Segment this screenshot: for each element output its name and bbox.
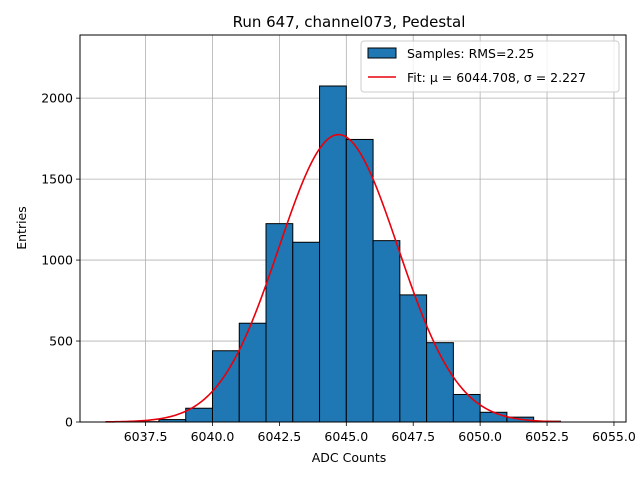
x-tick-label: 6055.0 bbox=[592, 429, 636, 444]
x-tick-label: 6037.5 bbox=[124, 429, 168, 444]
x-tick-label: 6047.5 bbox=[391, 429, 435, 444]
y-tick-label: 1000 bbox=[41, 253, 73, 268]
y-axis-title: Entries bbox=[14, 206, 29, 250]
histogram-bar bbox=[238, 322, 267, 423]
y-tick-label: 1500 bbox=[41, 172, 73, 187]
plot-frame bbox=[79, 34, 627, 423]
histogram-bar bbox=[452, 393, 481, 423]
x-tick-label: 6052.5 bbox=[525, 429, 569, 444]
legend-box bbox=[360, 40, 620, 93]
legend-samples-label: Samples: RMS=2.25 bbox=[407, 46, 534, 61]
x-tick-label: 6042.5 bbox=[258, 429, 302, 444]
histogram-bars bbox=[131, 85, 561, 423]
histogram-bar bbox=[265, 223, 294, 423]
x-tick-label: 6050.0 bbox=[458, 429, 502, 444]
fit-curve bbox=[105, 133, 561, 423]
y-tick-label: 2000 bbox=[41, 91, 73, 106]
y-tick-label: 500 bbox=[49, 334, 73, 349]
chart-title: Run 647, channel073, Pedestal bbox=[233, 13, 466, 31]
x-tick-label: 6045.0 bbox=[324, 429, 368, 444]
x-tick-label: 6040.0 bbox=[191, 429, 235, 444]
y-axis-ticks: 0 500 1000 1500 2000 bbox=[41, 91, 80, 430]
legend-fit-label: Fit: μ = 6044.708, σ = 2.227 bbox=[407, 70, 586, 85]
histogram-bar bbox=[479, 411, 508, 423]
histogram-bar bbox=[345, 138, 374, 423]
legend-samples-swatch bbox=[367, 47, 397, 59]
fit-curve-layer bbox=[105, 133, 561, 423]
histogram-bar bbox=[185, 407, 213, 423]
legend: Samples: RMS=2.25 Fit: μ = 6044.708, σ =… bbox=[360, 40, 620, 93]
x-axis-ticks: 6037.5 6040.0 6042.5 6045.0 6047.5 6050.0 6052… bbox=[124, 422, 636, 444]
histogram-bar bbox=[372, 240, 401, 423]
histogram-bar bbox=[292, 241, 321, 423]
y-tick-label: 0 bbox=[65, 415, 73, 430]
x-axis-title: ADC Counts bbox=[312, 450, 387, 465]
